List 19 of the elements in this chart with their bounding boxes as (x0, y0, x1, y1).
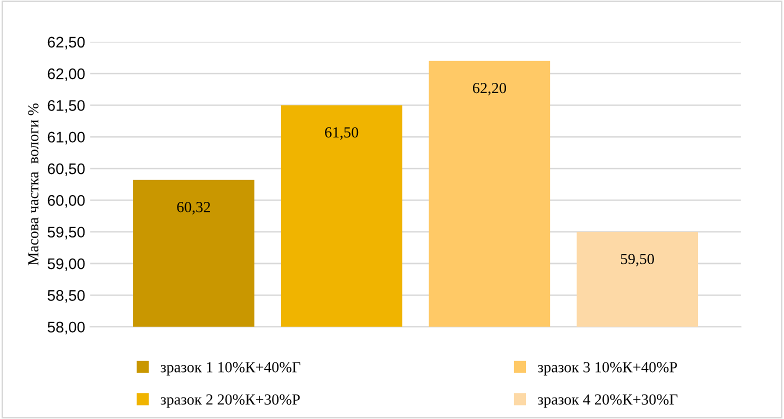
y-tick-label: 58,50 (48, 290, 85, 303)
text: 61,50 (325, 127, 358, 140)
text: 60,32 (177, 202, 210, 214)
y-tick-label: 59,50 (48, 226, 85, 240)
legend-label: зразок 3 10%К+40%Р (538, 362, 677, 376)
y-tick-label: 60,00 (48, 195, 85, 208)
text: 59,50 (621, 254, 654, 266)
y-tick-label: 59,00 (48, 258, 85, 271)
legend-label: зразок 2 20%К+30%Р (160, 394, 300, 408)
y-tick-label: 60,50 (48, 163, 85, 176)
y-tick-label: 61,00 (48, 132, 85, 144)
y-tick-label: 62,00 (48, 68, 85, 82)
legend-label: зразок 1 10%К+40%Г (160, 362, 300, 376)
y-tick-label: 58,00 (48, 322, 85, 334)
legend-label: зразок 4 20%К+30%Г (538, 394, 678, 408)
y-tick-label: 61,50 (48, 100, 85, 113)
text: 62,20 (472, 82, 506, 96)
y-axis-title: Масова частка вологи % (28, 104, 38, 266)
y-tick-label: 62,50 (48, 36, 85, 50)
